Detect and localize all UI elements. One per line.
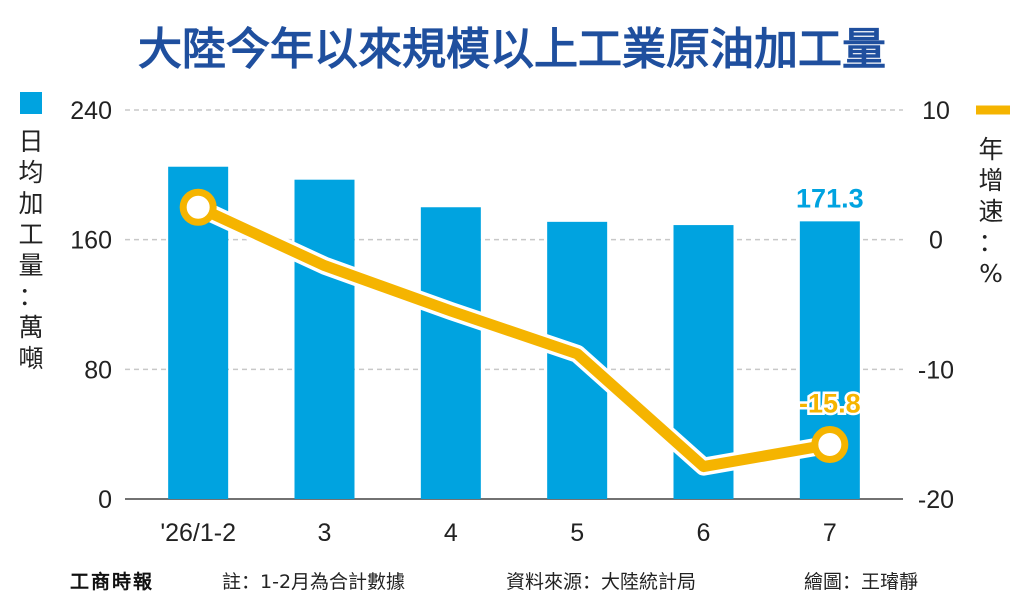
bar [420, 207, 481, 499]
growth-line [179, 188, 849, 476]
category-label: '26/1-2 [160, 519, 236, 547]
right-axis-label-char: ： [978, 228, 1003, 257]
x-axis-ticks: '26/1-2 3 4 5 6 7 [160, 519, 836, 547]
left-tick-label: 160 [70, 227, 112, 255]
right-axis-label: 年增速：% [978, 135, 1003, 288]
bar-legend-swatch [20, 92, 42, 114]
right-axis-label-char: 速 [978, 197, 1003, 226]
category-label: 7 [823, 519, 837, 547]
left-axis-label-char: 日 [18, 127, 43, 156]
category-label: 4 [444, 519, 458, 547]
right-axis-label-char: 增 [978, 166, 1003, 195]
chart-title: 大陸今年以來規模以上工業原油加工量 [138, 24, 886, 75]
right-tick-label: 10 [922, 97, 950, 125]
left-axis-label-char: 均 [18, 158, 43, 187]
right-axis-label-char: 年 [978, 135, 1003, 164]
line-series [192, 201, 836, 473]
left-axis-label-char: 工 [18, 220, 43, 249]
line-start-point [179, 188, 217, 226]
left-axis-label-char: 萬 [18, 313, 43, 342]
footer-source: 資料來源：大陸統計局 [506, 571, 696, 593]
left-tick-label: 240 [70, 97, 112, 125]
right-tick-label: -20 [918, 486, 954, 514]
category-label: 3 [318, 519, 332, 547]
right-tick-label: 0 [929, 227, 943, 255]
category-label: 5 [570, 519, 584, 547]
footer-credit: 繪圖：王璿靜 [804, 571, 918, 593]
category-label: 6 [697, 519, 711, 547]
data-labels: 171.3 -15.8 [796, 183, 864, 421]
left-axis-ticks: 0 80 160 240 [70, 97, 112, 514]
right-tick-label: -10 [918, 356, 954, 384]
footer-note: 註：1-2月為合計數據 [222, 571, 405, 593]
bar [294, 179, 355, 499]
footer-brand: 工商時報 [70, 570, 154, 593]
bar-value-label: 171.3 [796, 183, 864, 213]
gridlines [125, 109, 903, 500]
line-end-point [811, 426, 849, 464]
left-axis-label-char: 加 [18, 189, 43, 218]
left-tick-label: 0 [98, 486, 112, 514]
left-axis-label-char: 量 [18, 251, 43, 280]
left-axis-label-char: ： [18, 282, 43, 311]
right-axis-label-char: % [979, 259, 1003, 288]
line-value-label: -15.8 [799, 389, 861, 419]
right-axis-ticks: -20 -10 0 10 [918, 97, 954, 514]
left-tick-label: 80 [84, 356, 112, 384]
left-axis-label-char: 噸 [18, 344, 43, 373]
